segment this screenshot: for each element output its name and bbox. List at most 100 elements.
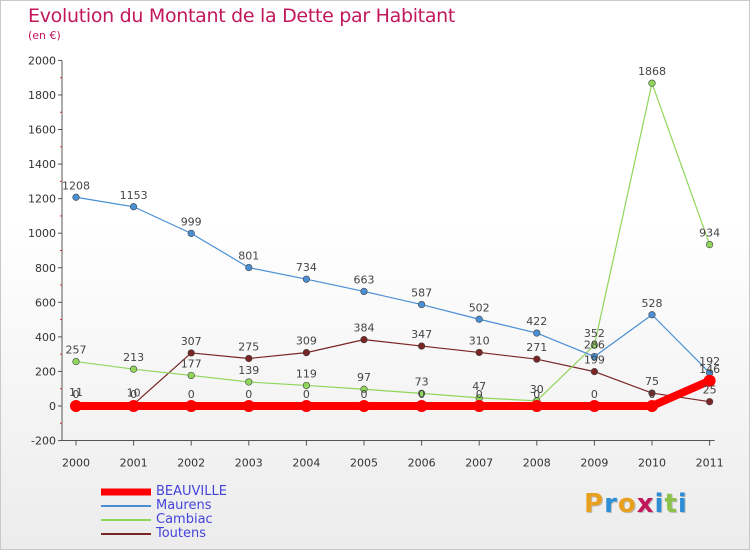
data-label: 119	[296, 367, 317, 380]
data-label: 0	[649, 388, 656, 401]
data-point	[705, 241, 714, 249]
data-label: 999	[181, 215, 202, 228]
data-point	[588, 400, 601, 412]
x-tick-label: 2009	[580, 457, 608, 470]
data-label: 347	[411, 328, 432, 341]
data-label: 309	[296, 335, 317, 348]
data-label: 528	[642, 297, 663, 310]
legend-label: Maurens	[156, 498, 212, 513]
data-point	[360, 336, 368, 344]
data-point	[245, 354, 253, 363]
logo-letter: t	[664, 489, 678, 519]
data-point	[360, 385, 368, 393]
data-label: 0	[591, 388, 598, 401]
data-point	[72, 193, 80, 201]
data-label: 310	[469, 334, 490, 347]
x-tick-label: 2005	[350, 457, 378, 470]
logo-letter: i	[677, 489, 688, 519]
x-tick-label: 2001	[120, 457, 148, 470]
logo-letter: r	[604, 489, 618, 519]
data-point	[245, 378, 253, 386]
data-point	[127, 400, 140, 412]
data-point	[475, 315, 483, 323]
data-label: 0	[188, 388, 195, 401]
data-label: 1153	[120, 189, 148, 202]
data-label: 97	[357, 371, 371, 384]
data-label: 0	[361, 388, 368, 401]
x-tick-label: 2006	[408, 457, 436, 470]
data-point	[187, 349, 195, 357]
data-point	[72, 357, 80, 366]
legend-label: BEAUVILLE	[156, 484, 227, 499]
data-label: 422	[526, 315, 547, 328]
x-tick-label: 2010	[638, 457, 666, 470]
data-point	[533, 355, 541, 363]
data-label: 0	[533, 388, 540, 401]
logo-letter: i	[654, 489, 665, 519]
data-label: 47	[472, 380, 486, 393]
data-point	[703, 374, 716, 387]
data-point	[648, 311, 656, 319]
y-tick-label: 200	[35, 365, 56, 378]
y-tick-label: 1800	[28, 89, 56, 102]
y-tick-label: 0	[49, 400, 56, 413]
data-point	[418, 342, 426, 350]
data-point	[130, 203, 138, 211]
data-label: 1868	[638, 65, 666, 78]
x-tick-label: 2004	[292, 457, 320, 470]
data-label: 30	[530, 383, 544, 396]
data-point	[590, 352, 599, 361]
data-label: 734	[296, 261, 317, 274]
data-point	[185, 400, 198, 412]
y-tick-label: 400	[35, 331, 56, 344]
data-point	[415, 400, 428, 412]
data-point	[590, 341, 599, 349]
legend-swatch	[101, 488, 151, 496]
data-label: 213	[123, 351, 144, 364]
y-tick-label: 1600	[28, 124, 56, 137]
data-point	[705, 398, 714, 406]
x-tick-label: 2000	[62, 457, 90, 470]
data-label: 286	[584, 339, 605, 352]
data-point	[418, 300, 426, 309]
data-label: 271	[526, 341, 547, 354]
data-point	[646, 400, 658, 412]
x-tick-label: 2007	[465, 457, 493, 470]
data-point	[130, 365, 138, 373]
logo-letter: P	[584, 489, 605, 519]
legend-swatch	[101, 505, 151, 507]
data-label: 0	[418, 388, 425, 401]
data-label: 0	[303, 388, 310, 401]
data-point	[360, 287, 368, 296]
data-label: 25	[703, 384, 717, 397]
data-label: 352	[584, 327, 605, 340]
data-label: 199	[584, 354, 605, 367]
data-label: 0	[476, 388, 483, 401]
data-label: 0	[245, 388, 252, 401]
data-point	[70, 400, 82, 412]
data-point	[187, 371, 195, 380]
y-tick-label: -200	[31, 435, 56, 448]
data-point	[302, 349, 311, 357]
data-point	[418, 389, 426, 397]
y-tick-label: 2000	[28, 54, 56, 67]
y-tick-label: 600	[35, 296, 56, 309]
line-chart: -200020040060080010001200140016001800200…	[28, 54, 724, 470]
data-label: 934	[699, 227, 720, 240]
data-point	[533, 329, 541, 337]
data-label: 73	[415, 375, 429, 388]
data-label: 10	[127, 386, 141, 399]
series-line	[75, 339, 711, 405]
data-label: 801	[238, 250, 259, 263]
legend-label: Cambiac	[156, 512, 213, 527]
data-label: 75	[645, 375, 659, 388]
data-point	[648, 389, 656, 397]
data-label: 275	[238, 340, 259, 353]
data-point	[590, 368, 599, 376]
y-tick-label: 800	[35, 262, 56, 275]
legend-swatch	[101, 519, 151, 521]
data-label: 502	[469, 301, 490, 314]
series-line	[75, 82, 711, 402]
data-label: 177	[181, 357, 202, 370]
